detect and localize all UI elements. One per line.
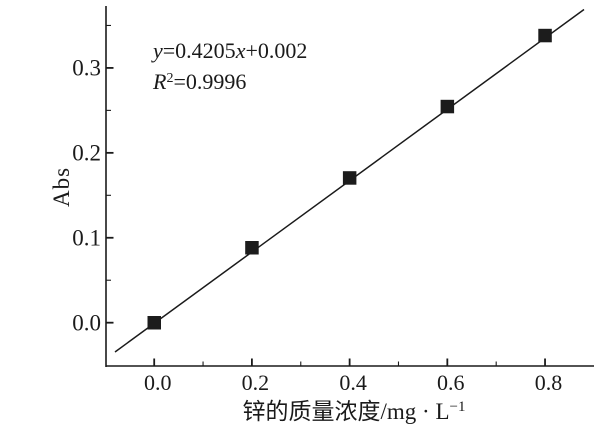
svg-text:锌的质量浓度/mg · L−1: 锌的质量浓度/mg · L−1 (243, 399, 466, 424)
svg-text:0.6: 0.6 (437, 370, 465, 395)
svg-text:0.0: 0.0 (72, 311, 101, 336)
svg-text:0.8: 0.8 (535, 370, 563, 395)
svg-text:0.0: 0.0 (144, 370, 172, 395)
svg-text:0.2: 0.2 (72, 141, 101, 166)
svg-text:0.4: 0.4 (339, 370, 367, 395)
svg-text:R2=0.9996: R2=0.9996 (152, 69, 246, 94)
svg-text:0.1: 0.1 (72, 226, 101, 251)
svg-text:0.2: 0.2 (242, 370, 270, 395)
svg-text:Abs: Abs (49, 167, 74, 207)
svg-text:0.3: 0.3 (72, 56, 101, 81)
svg-text:y=0.4205x+0.002: y=0.4205x+0.002 (151, 38, 307, 63)
